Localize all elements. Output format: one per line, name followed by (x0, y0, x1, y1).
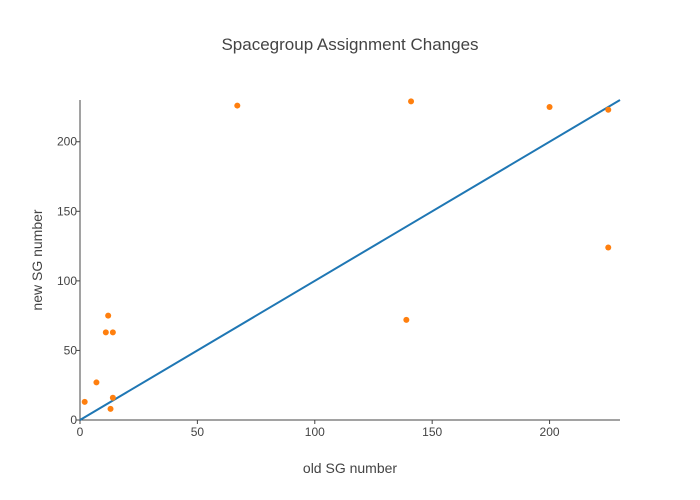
y-tick-label: 150 (57, 204, 77, 218)
data-point (605, 244, 612, 251)
data-point (546, 103, 553, 110)
data-point (605, 106, 612, 113)
chart-title: Spacegroup Assignment Changes (221, 35, 478, 54)
x-tick-label: 100 (305, 425, 325, 439)
data-point (81, 398, 88, 405)
x-tick-label: 0 (77, 425, 84, 439)
data-point (105, 312, 112, 319)
y-tick-label: 0 (70, 413, 77, 427)
x-axis-label: old SG number (303, 460, 397, 476)
data-point (408, 98, 415, 105)
y-tick-label: 50 (64, 343, 78, 357)
data-point (403, 316, 410, 323)
y-tick-label: 100 (57, 274, 77, 288)
y-tick-label: 200 (57, 135, 77, 149)
y-axis-label: new SG number (29, 209, 45, 310)
plot-area (79, 98, 621, 421)
x-tick-label: 200 (540, 425, 560, 439)
data-point (93, 379, 100, 386)
data-point (234, 102, 241, 109)
reference-line (79, 99, 621, 421)
data-point (102, 329, 109, 336)
x-tick-label: 50 (191, 425, 205, 439)
data-point (107, 405, 114, 412)
data-point (109, 394, 116, 401)
data-point (109, 329, 116, 336)
x-tick-label: 150 (422, 425, 442, 439)
axes: 0 50 100 150 200 0 50 100 150 200 (57, 100, 620, 439)
